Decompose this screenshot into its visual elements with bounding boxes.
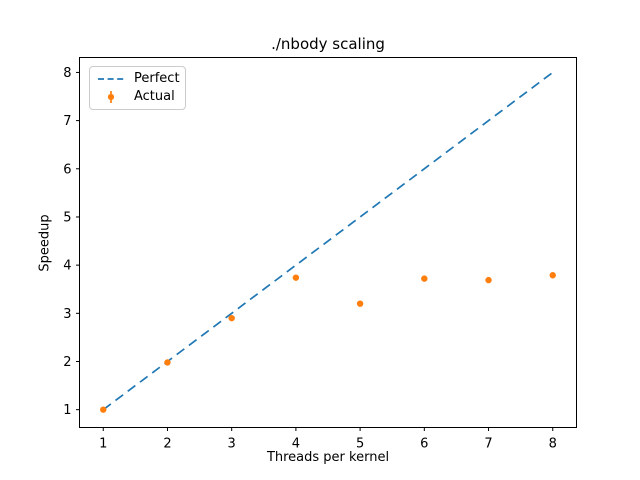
y-tick-label: 4: [63, 259, 71, 274]
y-tick-label: 1: [63, 403, 71, 418]
data-point: [421, 275, 428, 282]
legend-label-actual: Actual: [134, 89, 175, 104]
y-tick-label: 6: [63, 162, 71, 177]
x-tick-label: 2: [163, 437, 171, 452]
y-tick-label: 5: [63, 210, 71, 225]
y-tick-label: 3: [63, 307, 71, 322]
x-axis-label: Threads per kernel: [266, 450, 390, 465]
y-tick-label: 2: [63, 355, 71, 370]
x-tick-label: 3: [228, 437, 236, 452]
y-axis-label: Speedup: [37, 214, 53, 272]
dashed-line-icon: [98, 78, 124, 80]
errorbar-marker-icon: [107, 91, 115, 103]
x-tick-label: 6: [420, 437, 428, 452]
data-point: [164, 359, 171, 366]
legend: Perfect Actual: [89, 66, 186, 110]
x-tick-label: 8: [549, 437, 557, 452]
data-point: [485, 276, 492, 284]
chart-title: ./nbody scaling: [271, 35, 385, 53]
x-tick-label: 7: [484, 437, 492, 452]
data-point: [356, 300, 364, 307]
y-tick-label: 7: [63, 114, 71, 129]
x-tick-label: 1: [99, 437, 107, 452]
x-tick-label: 4: [292, 437, 300, 452]
x-tick-label: 5: [356, 437, 364, 452]
data-point: [549, 272, 556, 279]
data-point: [100, 406, 107, 413]
axes-frame: [79, 57, 577, 428]
legend-item-perfect: Perfect: [97, 70, 180, 88]
legend-item-actual: Actual: [97, 88, 178, 106]
y-tick-label: 8: [63, 66, 71, 81]
perfect-scaling-line: [102, 71, 554, 411]
data-point: [228, 314, 235, 322]
legend-label-perfect: Perfect: [134, 71, 180, 86]
data-point: [292, 274, 300, 281]
